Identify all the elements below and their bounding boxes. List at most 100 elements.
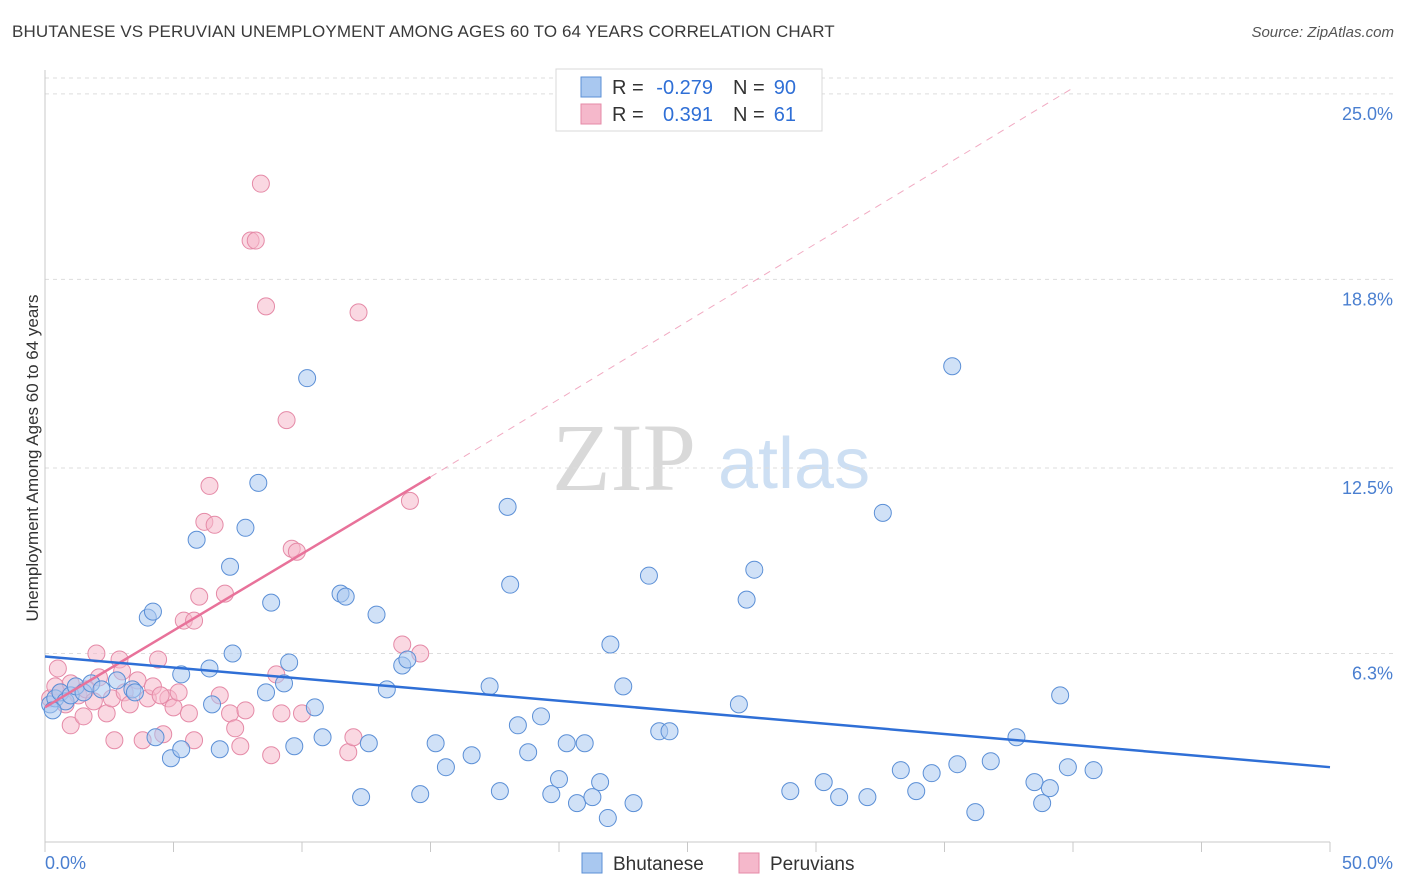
peruvians-point — [205, 515, 224, 534]
peruvians-trend-extension — [430, 87, 1074, 478]
bhutanese-point — [210, 740, 229, 759]
bhutanese-point — [966, 803, 985, 822]
x-tick-label-max: 50.0% — [1342, 853, 1393, 873]
bhutanese-point — [313, 728, 332, 747]
bhutanese-point — [92, 680, 111, 699]
bhutanese-point — [143, 602, 162, 621]
bhutanese-point — [377, 680, 396, 699]
bhutanese-point — [598, 809, 617, 828]
peruvians-point — [272, 704, 291, 723]
bhutanese-point — [891, 761, 910, 780]
legend-peruvians-r-value: 0.391 — [663, 104, 713, 126]
bhutanese-point — [223, 644, 242, 663]
bhutanese-point — [411, 785, 430, 804]
peruvians-point — [277, 411, 296, 430]
peruvians-point — [393, 635, 412, 654]
bhutanese-point — [480, 677, 499, 696]
bhutanese-point — [501, 575, 520, 594]
bhutanese-point — [490, 782, 509, 801]
bhutanese-point — [922, 764, 941, 783]
series-legend-swatch-bhutanese — [581, 852, 603, 874]
peruvians-point — [190, 587, 209, 606]
peruvians-point — [74, 707, 93, 726]
bhutanese-point — [187, 530, 206, 549]
legend-bhutanese-r-label: R = — [612, 77, 644, 99]
bhutanese-point — [172, 665, 191, 684]
y-tick-label: 25.0% — [1342, 104, 1393, 124]
y-tick-label: 12.5% — [1342, 478, 1393, 498]
watermark-atlas: atlas — [718, 424, 870, 504]
bhutanese-point — [830, 788, 849, 807]
peruvians-point — [344, 728, 363, 747]
bhutanese-point — [359, 734, 378, 753]
series-legend-swatch-peruvians — [738, 852, 760, 874]
peruvians-point — [164, 698, 183, 717]
series-legend-label-bhutanese: Bhutanese — [613, 854, 704, 875]
bhutanese-point — [285, 737, 304, 756]
bhutanese-point — [298, 369, 317, 388]
bhutanese-point — [508, 716, 527, 735]
bhutanese-point — [125, 683, 144, 702]
bhutanese-point — [203, 695, 222, 714]
trend-lines — [44, 87, 1331, 769]
peruvians-point — [251, 174, 270, 193]
peruvians-point — [61, 716, 80, 735]
peruvians-point — [349, 303, 368, 322]
bhutanese-point — [639, 566, 658, 585]
peruvians-point — [105, 731, 124, 750]
bhutanese-point — [737, 590, 756, 609]
bhutanese-point — [614, 677, 633, 696]
peruvians-point — [149, 650, 168, 669]
bhutanese-point — [660, 722, 679, 741]
bhutanese-point — [601, 635, 620, 654]
peruvians-point — [97, 704, 116, 723]
peruvians-point — [226, 719, 245, 738]
bhutanese-point — [1084, 761, 1103, 780]
bhutanese-point — [249, 473, 268, 492]
peruvians-point — [236, 701, 255, 720]
bhutanese-point — [498, 497, 517, 516]
bhutanese-point — [221, 557, 240, 576]
y-axis-label: Unemployment Among Ages 60 to 64 years — [23, 295, 42, 622]
bhutanese-point — [200, 659, 219, 678]
y-tick-label: 18.8% — [1342, 289, 1393, 309]
bhutanese-point — [1033, 794, 1052, 813]
bhutanese-point — [550, 770, 568, 789]
peruvians-point — [200, 476, 219, 495]
peruvians-point — [400, 491, 419, 510]
y-tick-label: 6.3% — [1352, 663, 1393, 683]
bhutanese-point — [462, 746, 481, 765]
bhutanese-point — [107, 671, 126, 690]
legend-bhutanese-n-label: N = — [733, 77, 765, 99]
bhutanese-point — [575, 734, 594, 753]
bhutanese-point — [1025, 773, 1044, 792]
grid-lines — [45, 77, 1393, 654]
legend-bhutanese-n-value: 90 — [774, 77, 796, 99]
bhutanese-point — [1007, 728, 1026, 747]
legend-peruvians-r-label: R = — [612, 104, 644, 126]
bhutanese-point — [519, 743, 538, 762]
peruvians-trend-line — [44, 475, 432, 709]
bhutanese-point — [1051, 686, 1070, 705]
bhutanese-point — [858, 788, 877, 807]
watermark: ZIP atlas — [552, 404, 870, 511]
legend-swatch-peruvians — [580, 103, 602, 125]
bhutanese-point — [305, 698, 324, 717]
peruvians-point — [339, 743, 358, 762]
bhutanese-point — [532, 707, 551, 726]
bhutanese-point — [981, 752, 1000, 771]
bhutanese-point — [583, 788, 602, 807]
legend-swatch-bhutanese — [580, 76, 602, 98]
peruvians-point — [185, 731, 204, 750]
bhutanese-point — [398, 650, 417, 669]
chart-title: BHUTANESE VS PERUVIAN UNEMPLOYMENT AMONG… — [12, 22, 835, 41]
bhutanese-point — [567, 794, 586, 813]
peruvians-point — [221, 704, 240, 723]
chart-source: Source: ZipAtlas.com — [1251, 24, 1394, 41]
peruvians-point — [231, 737, 250, 756]
bhutanese-point — [943, 357, 962, 376]
legend-peruvians-n-label: N = — [733, 104, 765, 126]
bhutanese-point — [426, 734, 445, 753]
bhutanese-point — [907, 782, 926, 801]
